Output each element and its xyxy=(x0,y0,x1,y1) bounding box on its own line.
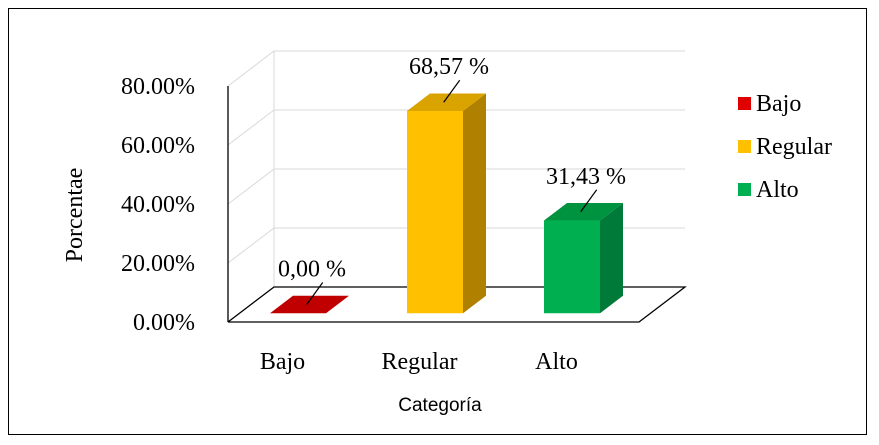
gridline-side xyxy=(227,50,275,87)
legend-swatch-bajo xyxy=(738,97,751,110)
gridline-side xyxy=(227,227,275,264)
legend: Bajo Regular Alto xyxy=(738,91,832,203)
y-tick-label: 0.00% xyxy=(133,310,195,336)
bar-top-alto xyxy=(544,203,623,221)
legend-label: Regular xyxy=(756,134,832,160)
bar-top-bajo xyxy=(270,295,349,314)
legend-label: Bajo xyxy=(756,91,801,117)
floor-outline xyxy=(227,286,687,323)
gridline-side xyxy=(227,168,275,205)
data-label: 31,43 % xyxy=(546,164,626,190)
data-label: 0,00 % xyxy=(278,257,346,283)
x-tick-label: Alto xyxy=(535,349,578,375)
bar-front-alto xyxy=(544,220,600,314)
gridline-side xyxy=(227,109,275,146)
legend-label: Alto xyxy=(756,177,799,203)
x-tick-label: Bajo xyxy=(260,349,305,375)
data-labels: Bajo 0,00 % Regular 68,57 % Alto 31,43 % xyxy=(260,54,626,375)
leader-line xyxy=(306,282,324,305)
bar-side-regular xyxy=(463,93,486,314)
x-axis-label: Categoría xyxy=(398,395,482,416)
bar-front-regular xyxy=(407,110,463,314)
data-label: 68,57 % xyxy=(409,54,489,80)
legend-swatch-regular xyxy=(738,140,751,153)
y-tick-label: 60.00% xyxy=(121,133,195,159)
y-tick-label: 80.00% xyxy=(121,74,195,100)
y-tick-label: 40.00% xyxy=(121,192,195,218)
bar-top-regular xyxy=(407,93,486,111)
axes: 0.00% 20.00% 40.00% 60.00% 80.00% xyxy=(121,74,687,336)
y-tick-label: 20.00% xyxy=(121,251,195,277)
leader-line xyxy=(580,189,598,213)
x-tick-label: Regular xyxy=(382,349,458,375)
legend-swatch-alto xyxy=(738,183,751,196)
y-axis-label: Porcentae xyxy=(62,168,88,263)
bars xyxy=(270,93,623,314)
bar-side-alto xyxy=(600,203,623,314)
leader-line xyxy=(443,79,461,103)
